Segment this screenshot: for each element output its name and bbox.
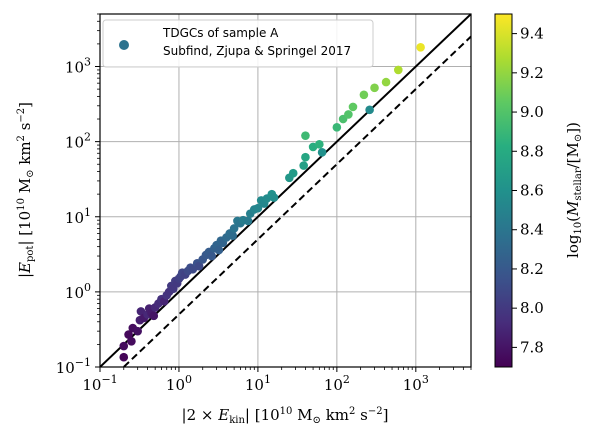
- data-point: [119, 352, 129, 362]
- data-point: [194, 261, 204, 271]
- y-tick-label: 102: [65, 131, 91, 152]
- dashed-line: [122, 35, 471, 367]
- colorbar-gradient: [494, 13, 513, 368]
- data-point: [124, 330, 133, 339]
- colorbar-tick-label: 8.2: [520, 260, 544, 278]
- colorbar-tick-label: 8.8: [520, 142, 544, 160]
- data-point: [127, 336, 136, 346]
- x-tick-label: 103: [403, 373, 429, 394]
- data-point: [348, 102, 358, 112]
- x-ticks: 10−1 100 101 102 103: [82, 367, 472, 394]
- colorbar-tick-label: 9.2: [520, 64, 544, 82]
- data-point: [136, 307, 146, 316]
- data-point: [359, 90, 369, 100]
- data-point: [229, 224, 239, 233]
- data-point: [288, 168, 298, 178]
- y-ticks: 10−1 100 101 102 103: [56, 13, 100, 377]
- data-point: [253, 203, 263, 213]
- data-point: [416, 43, 425, 52]
- y-axis-label: |Epot| [1010 M⊙ km2 s−2]: [16, 102, 36, 278]
- data-point: [214, 245, 224, 255]
- data-point: [243, 216, 253, 226]
- data-point: [317, 148, 327, 157]
- colorbar-label: log10(Mstellar/[M⊙]): [564, 122, 584, 258]
- reference-lines: [100, 14, 471, 367]
- colorbar-tick-label: 7.8: [520, 338, 544, 356]
- data-point: [269, 193, 279, 202]
- one-to-one-line: [100, 14, 471, 367]
- x-tick-label: 101: [245, 373, 271, 394]
- y-tick-label: 10−1: [56, 356, 91, 377]
- legend-entry-1: TDGCs of sample A: [162, 26, 279, 40]
- data-point: [119, 341, 129, 351]
- data-point: [301, 131, 310, 140]
- colorbar-tick-label: 9.4: [520, 25, 544, 43]
- data-point: [365, 105, 374, 115]
- x-axis-label: |2 × Ekin| [1010 M⊙ km2 s−2]: [182, 406, 389, 426]
- data-point: [299, 161, 308, 170]
- data-point: [370, 83, 379, 93]
- data-point: [149, 311, 159, 321]
- x-tick-label: 100: [166, 373, 192, 394]
- x-tick-label: 102: [324, 373, 350, 394]
- legend-marker: [119, 40, 129, 50]
- data-point: [133, 326, 142, 336]
- data-point: [228, 231, 238, 240]
- y-tick-label: 101: [65, 206, 91, 227]
- data-point: [393, 65, 403, 75]
- legend-entry-2: Subfind, Zjupa & Springel 2017: [163, 44, 351, 58]
- data-point: [315, 140, 324, 149]
- colorbar-tick-label: 9.0: [520, 103, 544, 121]
- colorbar-tick-label: 8.6: [520, 182, 544, 200]
- x-tick-label: 10−1: [82, 373, 117, 394]
- colorbar-tick-label: 8.4: [520, 221, 544, 239]
- data-point: [332, 123, 342, 132]
- y-tick-label: 103: [65, 56, 91, 77]
- colorbar-ticks: 7.8 8.0 8.2 8.4 8.6 8.8 9.0 9.2 9.4: [512, 25, 544, 356]
- colorbar: 7.8 8.0 8.2 8.4 8.6 8.8 9.0 9.2 9.4 log10(Mstell…: [494, 13, 584, 368]
- data-point: [301, 152, 310, 162]
- colorbar-tick-label: 8.0: [520, 299, 544, 317]
- data-points: [119, 43, 425, 362]
- y-tick-label: 100: [65, 281, 91, 302]
- data-point: [344, 110, 353, 119]
- plot-frame: [99, 13, 472, 368]
- legend: TDGCs of sample A Subfind, Zjupa & Sprin…: [102, 19, 374, 68]
- data-point: [207, 251, 217, 261]
- data-point: [381, 77, 391, 87]
- legend-box: [102, 19, 374, 68]
